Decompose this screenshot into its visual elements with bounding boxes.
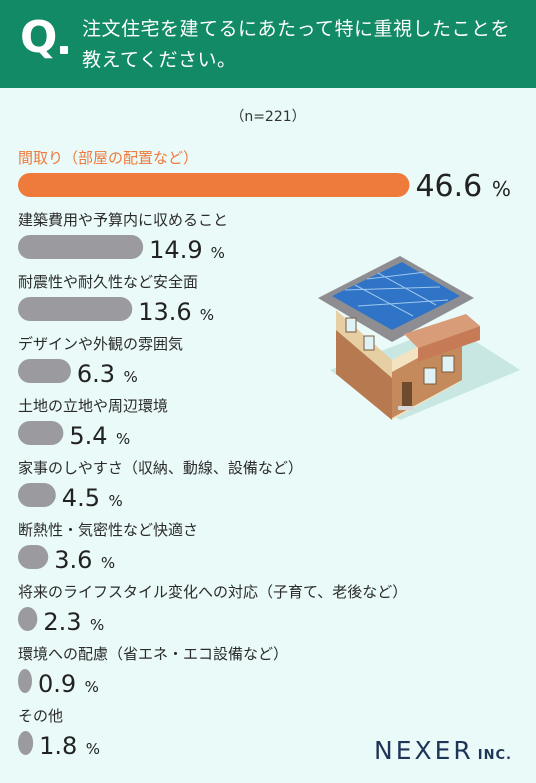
percent-unit: % (492, 177, 511, 201)
question-mark-letter: Q (20, 12, 58, 63)
nexer-logo: NEXER INC. (374, 736, 512, 765)
value-label: 2.3 (43, 608, 81, 636)
value-label: 13.6 (138, 298, 191, 326)
bar (18, 421, 64, 445)
category-label: 建築費用や予算内に収めること (18, 211, 228, 229)
percent-unit: % (90, 616, 104, 634)
bar (18, 297, 133, 321)
bar (18, 359, 71, 383)
percent-unit: % (124, 368, 138, 386)
q-dot-icon (60, 46, 68, 54)
percent-unit: % (116, 430, 130, 448)
percent-unit: % (86, 740, 100, 758)
category-label: 将来のライフスタイル変化への対応（子育て、老後など） (18, 583, 407, 601)
bar (18, 607, 38, 631)
bar (18, 545, 49, 569)
value-label: 14.9 (149, 236, 202, 264)
value-label: 6.3 (77, 360, 115, 388)
value-label: 1.8 (39, 732, 77, 760)
logo-name: NEXER (374, 736, 474, 765)
bar (18, 669, 32, 693)
value-label: 0.9 (38, 670, 76, 698)
bar (18, 731, 34, 755)
bar (18, 235, 144, 259)
category-label: 間取り（部屋の配置など） (18, 149, 198, 167)
value-label: 5.4 (69, 422, 107, 450)
house-illustration (318, 256, 520, 420)
question-header: Q 注文住宅を建てるにあたって特に重視したことを教えてください。 (0, 0, 536, 88)
category-label: その他 (18, 707, 63, 725)
question-text: 注文住宅を建てるにあたって特に重視したことを教えてください。 (82, 18, 511, 71)
category-label: デザインや外観の雰囲気 (18, 335, 183, 353)
percent-unit: % (108, 492, 122, 510)
logo-suffix: INC. (477, 748, 512, 763)
value-label: 3.6 (54, 546, 92, 574)
percent-unit: % (101, 554, 115, 572)
category-label: 家事のしやすさ（収納、動線、設備など） (18, 459, 303, 477)
value-label: 4.5 (62, 484, 100, 512)
percent-unit: % (200, 306, 214, 324)
bar (18, 173, 410, 197)
bar (18, 483, 56, 507)
category-label: 断熱性・気密性など快適さ (18, 521, 198, 539)
category-label: 環境への配慮（省エネ・エコ設備など） (18, 645, 288, 663)
sample-size: （n=221） (230, 109, 306, 125)
percent-unit: % (211, 244, 225, 262)
value-label: 46.6 (415, 169, 482, 204)
category-label: 耐震性や耐久性など安全面 (18, 273, 198, 291)
category-label: 土地の立地や周辺環境 (18, 397, 168, 415)
percent-unit: % (85, 678, 99, 696)
